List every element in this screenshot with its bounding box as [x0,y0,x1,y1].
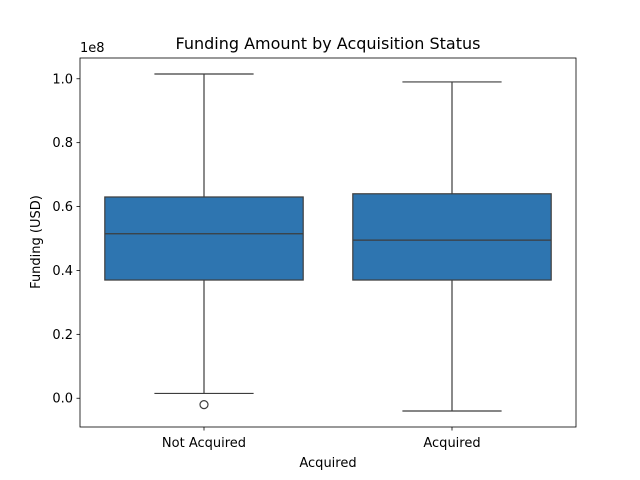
y-tick-label: 0.6 [52,200,73,215]
outlier-point [199,400,209,410]
y-tick-label: 0.4 [52,264,73,279]
y-tick-label: 0.0 [52,392,73,407]
plot-area: 0.0 0.2 0.4 0.6 0.8 1.0 Not Acquired Acquired [52,72,552,451]
x-tick-label: Acquired [423,436,480,451]
plot-frame [79,57,577,428]
x-axis-label: Acquired [299,456,356,471]
chart-title: Funding Amount by Acquisition Status [176,34,481,53]
y-axis-label: Funding (USD) [29,195,44,289]
y-tick-label: 1.0 [52,72,73,87]
iqr-box [104,196,304,281]
y-offset-label: 1e8 [80,41,105,56]
x-tick-label: Not Acquired [162,436,246,451]
y-tick-label: 0.2 [52,328,73,343]
y-tick-label: 0.8 [52,136,73,151]
iqr-box [352,193,552,281]
